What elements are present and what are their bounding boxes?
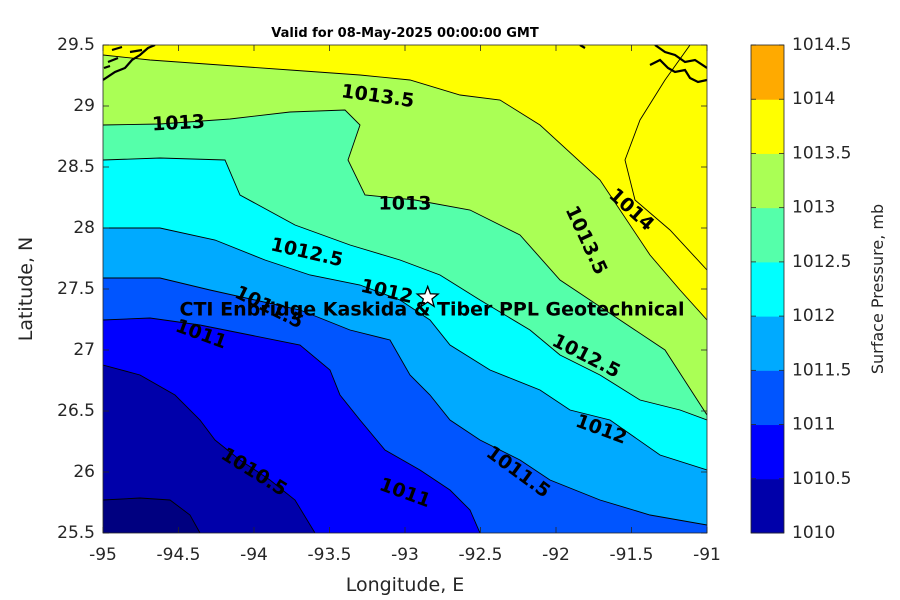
colorbar-tick-label: 1011	[792, 415, 835, 435]
x-tick-label: -93.5	[308, 545, 352, 565]
y-axis: 25.5 26 26.5 27 27.5 28 28.5 29 29.5	[57, 35, 707, 543]
site-star-icon	[415, 284, 440, 308]
x-tick-label: -92.5	[459, 545, 503, 565]
x-axis-label: Longitude, E	[346, 574, 465, 596]
colorbar-label: Surface Pressure, mb	[868, 204, 887, 374]
x-tick-label: -91	[693, 545, 721, 565]
x-tick-label: -93	[391, 545, 419, 565]
coastline	[103, 45, 707, 84]
y-axis-label: Latitude, N	[15, 237, 37, 342]
colorbar-segment	[751, 153, 784, 209]
coastline-east	[649, 58, 707, 84]
colorbar-tick-label: 1014	[792, 89, 835, 109]
contour-line-1010	[103, 497, 201, 533]
coastline-east-2	[654, 45, 707, 69]
colorbar-segment	[751, 45, 784, 100]
contour-label: 1013	[379, 193, 432, 215]
colorbar-tick-label: 1011.5	[792, 360, 851, 380]
colorbar-segment	[751, 261, 784, 317]
colorbar-tick-label: 1014.5	[792, 35, 851, 55]
contour-line-1013	[103, 109, 707, 416]
colorbar-tick-label: 1010.5	[792, 469, 851, 489]
coastline-west-islands	[103, 45, 143, 70]
colorbar-frame	[750, 44, 785, 534]
band-below-1010	[103, 498, 200, 533]
colorbar-segment	[751, 316, 784, 371]
contour-line-1012	[103, 227, 707, 471]
contour-line-1014	[103, 54, 707, 321]
colorbar-segment	[751, 99, 784, 154]
colorbar-segment	[751, 370, 784, 426]
colorbar-tick-label: 1013.5	[792, 143, 851, 163]
contour-lines	[103, 45, 707, 533]
y-tick-label: 28.5	[57, 157, 95, 177]
x-tick-label: -95	[89, 545, 117, 565]
coastline-delta	[579, 45, 586, 49]
colorbar-segment	[751, 424, 784, 480]
colorbar-tick-label: 1010	[792, 523, 835, 543]
colorbar: 1010 1010.5 1011 1011.5 1012 1012.5 1013 1013.5…	[750, 35, 851, 543]
contour-line-1014-east	[624, 45, 707, 271]
colorbar-tick-label: 1012.5	[792, 252, 851, 272]
y-tick-label: 29.5	[57, 35, 95, 55]
site-label: CTI Enbridge Kaskida & Tiber PPL Geotech…	[180, 299, 685, 321]
colorbar-tick-label: 1012	[792, 306, 835, 326]
y-tick-label: 26.5	[57, 401, 95, 421]
band-1010	[103, 365, 315, 533]
coastline-west	[103, 45, 156, 81]
x-axis: -95 -94.5 -94 -93.5 -93 -92.5 -92 -91.5 -91	[89, 45, 721, 565]
y-tick-label: 29	[73, 96, 95, 116]
chart-title: Valid for 08-May-2025 00:00:00 GMT	[271, 26, 539, 41]
x-tick-label: -94	[240, 545, 268, 565]
y-tick-label: 27	[73, 340, 95, 360]
contour-line-1010-5	[103, 364, 316, 533]
colorbar-segment	[751, 478, 784, 534]
contour-line-1011-5	[103, 277, 707, 526]
y-tick-label: 28	[73, 218, 95, 238]
contour-label: 1013	[152, 111, 206, 136]
x-tick-label: -94.5	[157, 545, 201, 565]
x-tick-label: -91.5	[610, 545, 654, 565]
y-tick-label: 26	[73, 462, 95, 482]
contour-line-1011	[103, 317, 481, 533]
y-tick-label: 27.5	[57, 279, 95, 299]
y-tick-label: 25.5	[57, 523, 95, 543]
colorbar-tick-label: 1013	[792, 198, 835, 218]
colorbar-segment	[751, 207, 784, 263]
x-tick-label: -92	[542, 545, 570, 565]
site-marker: CTI Enbridge Kaskida & Tiber PPL Geotech…	[180, 284, 685, 321]
contour-line-1012-5	[103, 157, 707, 421]
